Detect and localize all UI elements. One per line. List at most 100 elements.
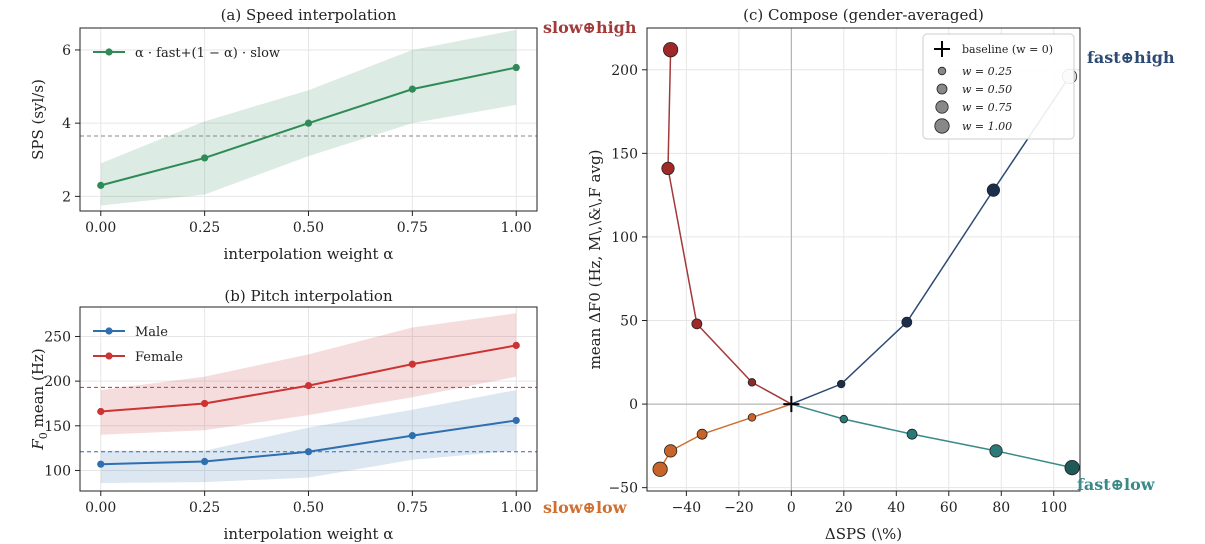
- x-tick-label: 0.75: [397, 220, 428, 236]
- annotation-slow-low: slow⊕low: [543, 498, 628, 517]
- male-series-point: [408, 432, 416, 440]
- series-point-2: [747, 413, 757, 422]
- legend-marker-female: [105, 352, 113, 360]
- y-tick-label: 50: [620, 314, 638, 330]
- series-point-3: [1064, 459, 1080, 476]
- y-tick-label: 100: [611, 230, 638, 246]
- y-tick-label: −50: [608, 481, 638, 497]
- y-tick-label: 4: [62, 116, 71, 132]
- chart-title: (c) Compose (gender-averaged): [743, 6, 984, 24]
- speed-series-point: [304, 119, 313, 127]
- y-tick-label: 150: [611, 146, 638, 162]
- x-axis-label: ΔSPS (\%): [825, 525, 902, 543]
- x-tick-label: 0.00: [85, 500, 116, 516]
- x-tick-label: 0.50: [293, 500, 324, 516]
- female-series-point: [408, 360, 416, 368]
- legend-label-weight: w = 1.00: [962, 120, 1012, 133]
- x-tick-label: −20: [724, 500, 754, 516]
- male-series-point: [97, 460, 105, 468]
- x-tick-label: 0.25: [189, 500, 220, 516]
- y-tick-label: 200: [611, 63, 638, 79]
- series-point-0: [747, 378, 757, 387]
- y-tick-label: 150: [44, 419, 71, 435]
- legend-label-female: Female: [135, 350, 183, 365]
- y-axis-label-sub: 0: [37, 432, 50, 439]
- legend-label-weight: w = 0.75: [962, 101, 1012, 114]
- panel-compose: −40 −20 0 20 40 60 80 100 −50 0 50 100 150 200 (c) Com…: [543, 6, 1175, 543]
- series-point-0: [661, 161, 675, 176]
- legend-label-weight: w = 0.25: [962, 65, 1012, 78]
- x-tick-label: 20: [835, 500, 853, 516]
- panel-speed-interpolation: 0.00 0.25 0.50 0.75 1.00 2 4 6 (a) Speed interpo…: [29, 6, 538, 263]
- series-point-0: [663, 42, 679, 58]
- y-axis-label: F0 mean (Hz): [29, 348, 50, 450]
- y-tick-label: 250: [44, 329, 71, 345]
- speed-series-point: [512, 63, 520, 72]
- series-point-2: [696, 428, 708, 440]
- legend-marker-male: [105, 327, 113, 335]
- y-tick-label: 200: [44, 374, 71, 390]
- speed-band: [100, 29, 517, 206]
- x-tick-label: 1.00: [501, 220, 532, 236]
- series-point-1: [986, 183, 1001, 197]
- y-axis-label: mean ΔF0 (Hz, M\,\&\,F avg): [586, 150, 604, 370]
- x-tick-label: 80: [992, 500, 1010, 516]
- legend-marker-weight: [936, 83, 948, 95]
- series-point-1: [901, 316, 913, 328]
- y-axis-label-rest: mean (Hz): [29, 348, 47, 432]
- annotation-fast-high: fast⊕high: [1087, 48, 1175, 67]
- female-series-point: [201, 399, 209, 408]
- x-tick-label: 0.25: [189, 220, 220, 236]
- male-series-point: [512, 416, 520, 425]
- x-tick-label: 0.00: [85, 220, 116, 236]
- male-series-point: [304, 448, 313, 456]
- x-tick-label: 40: [887, 500, 905, 516]
- series-point-3: [839, 414, 849, 424]
- series-point-3: [906, 428, 918, 440]
- legend-box: [922, 33, 1075, 140]
- speed-series-point: [408, 85, 416, 93]
- legend-marker-speed: [105, 48, 113, 56]
- x-tick-label: 60: [940, 500, 958, 516]
- panel-pitch-interpolation: 0.00 0.25 0.50 0.75 1.00 100 150 200 250 (b) Pitc…: [29, 287, 538, 543]
- y-tick-label: 0: [629, 397, 638, 413]
- series-point-2: [652, 461, 668, 477]
- axes-frame: [646, 27, 1081, 492]
- x-tick-label: 1.00: [501, 500, 532, 516]
- legend-marker-weight: [935, 100, 949, 114]
- y-tick-label: 100: [44, 463, 71, 479]
- x-tick-label: 0.50: [293, 220, 324, 236]
- series-line-2: [659, 403, 792, 470]
- legend-label-weight: w = 0.50: [962, 83, 1012, 96]
- female-series-point: [512, 341, 520, 350]
- speed-series-point: [97, 181, 105, 189]
- series-point-3: [989, 444, 1003, 458]
- legend-marker-weight: [937, 66, 947, 76]
- y-tick-label: 6: [62, 43, 71, 59]
- axes-frame: [79, 306, 538, 492]
- x-axis-label: interpolation weight α: [224, 525, 394, 543]
- y-axis-label: SPS (syl/s): [29, 79, 47, 160]
- legend-label-speed: α · fast+(1 − α) · slow: [135, 46, 280, 61]
- annotation-slow-high: slow⊕high: [543, 18, 637, 37]
- x-tick-label: 0: [787, 500, 796, 516]
- chart-title: (b) Pitch interpolation: [224, 287, 393, 305]
- series-point-0: [691, 318, 703, 330]
- x-tick-label: 0.75: [397, 500, 428, 516]
- series-point-1: [836, 379, 846, 389]
- annotation-fast-low: fast⊕low: [1077, 475, 1156, 494]
- y-tick-label: 2: [62, 189, 71, 205]
- axes-frame: [79, 27, 538, 212]
- speed-series-point: [201, 154, 209, 162]
- female-series-point: [97, 407, 105, 416]
- x-tick-label: 100: [1040, 500, 1067, 516]
- x-tick-label: −40: [672, 500, 702, 516]
- chart-title: (a) Speed interpolation: [221, 6, 397, 24]
- legend-label-male: Male: [135, 325, 168, 340]
- male-series-point: [201, 457, 209, 466]
- female-series-point: [304, 382, 313, 390]
- legend-label-baseline: baseline (w = 0): [962, 43, 1053, 56]
- series-line-3: [791, 403, 1073, 469]
- y-axis-label-f: F: [29, 439, 47, 451]
